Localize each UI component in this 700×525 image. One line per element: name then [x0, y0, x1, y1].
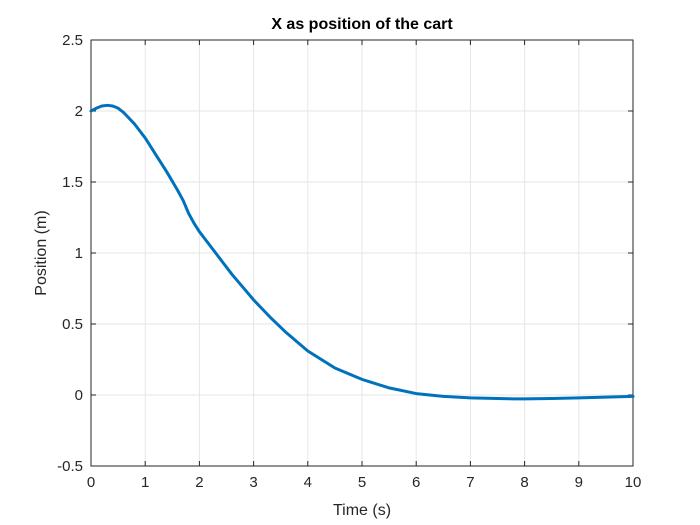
y-tick-label: 2 [75, 103, 83, 120]
x-tick-label: 1 [141, 474, 149, 491]
y-tick-label: 0.5 [62, 316, 83, 333]
y-tick-label: 1.5 [62, 174, 83, 191]
x-tick-label: 7 [466, 474, 474, 491]
x-tick-label: 8 [520, 474, 528, 491]
series-line-0 [89, 103, 635, 401]
chart-title: X as position of the cart [271, 16, 453, 33]
y-axis-label: Position (m) [33, 210, 50, 295]
x-tick-label: 5 [358, 474, 366, 491]
y-tick-label: -0.5 [57, 458, 83, 475]
x-tick-label: 2 [195, 474, 203, 491]
grid-layer [90, 39, 634, 467]
y-tick-label: 2.5 [62, 32, 83, 49]
x-axis-label: Time (s) [333, 502, 391, 519]
x-tick-label: 3 [249, 474, 257, 491]
tick-layer: 0 1 2 3 4 5 6 7 8 9 10-0.500.511.522.5 [57, 32, 641, 491]
x-tick-label: 10 [625, 474, 642, 491]
x-tick-label: 9 [575, 474, 583, 491]
x-tick-label: 0 [87, 474, 95, 491]
x-tick-label: 4 [304, 474, 312, 491]
series-layer [89, 103, 635, 401]
y-tick-label: 0 [75, 387, 83, 404]
y-tick-label: 1 [75, 245, 83, 262]
x-tick-label: 6 [412, 474, 420, 491]
